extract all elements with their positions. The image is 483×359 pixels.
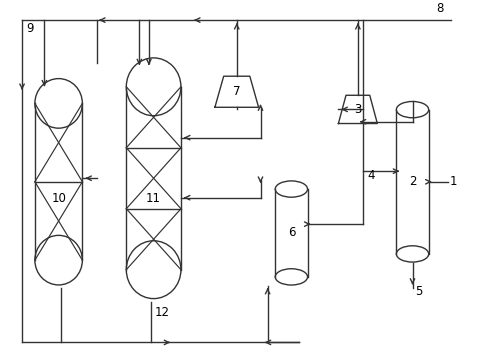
Text: 12: 12 [155, 306, 170, 319]
Text: 10: 10 [51, 192, 66, 205]
Text: 9: 9 [26, 22, 33, 35]
Text: 4: 4 [368, 169, 375, 182]
Text: 11: 11 [146, 191, 161, 205]
Text: 1: 1 [450, 175, 457, 188]
Text: 6: 6 [287, 227, 295, 239]
Text: 3: 3 [354, 103, 362, 116]
Text: 5: 5 [415, 285, 423, 298]
Text: 2: 2 [409, 175, 416, 188]
Text: 7: 7 [233, 85, 241, 98]
Text: 8: 8 [437, 2, 444, 15]
